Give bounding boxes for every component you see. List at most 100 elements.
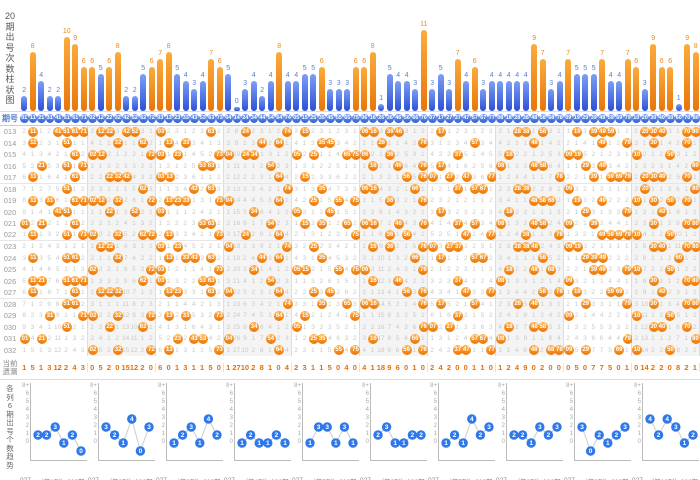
grid-group-3: 2 13 3 3 4 1 1 73 — [156, 229, 225, 240]
miss-count-cell: 4 — [284, 288, 289, 296]
grid-group-5: 1 15 2 35 1 2 65 2 — [292, 218, 360, 230]
miss-count-cell: 3 — [183, 288, 188, 296]
miss-count-cell: 4 — [294, 312, 298, 320]
miss-count-cell: 2 — [608, 312, 612, 320]
miss-count-cell: 1 — [319, 151, 324, 159]
miss-count-cell: 10 — [130, 323, 138, 331]
miss-count-cell: 2 — [216, 220, 221, 228]
period-label: 015 — [3, 150, 17, 160]
miss-count-cell: 3 — [302, 254, 307, 262]
frequency-bar — [310, 74, 317, 111]
trend-point-ball — [679, 438, 690, 448]
miss-count-cell: 1 — [166, 185, 171, 193]
drawn-number-ball: 75 — [350, 229, 361, 240]
trend-panel-x-label: 027期（第1列）032期 — [20, 475, 88, 480]
omission-value: 0 — [616, 363, 621, 372]
drawn-number-ball: 01 — [20, 333, 30, 344]
bar-value-label: 2 — [124, 87, 129, 95]
miss-count-cell: 4 — [608, 277, 612, 285]
grid-row-period-018: 018 7 1 2 7 5 51 1 2 3 3 1 1 1 5 62 3 1 1 3 4 43 2 63 3 3 13 3 3 4 2 1 7… — [0, 183, 700, 195]
miss-count-cell: 3 — [55, 243, 60, 251]
miss-count-cell: 3 — [404, 266, 408, 274]
miss-count-cell: 4 — [55, 254, 60, 262]
miss-count-cell: 1 — [64, 288, 68, 296]
grid-group-9: 1 19 3 2 49 2 2 2 — [564, 195, 632, 207]
miss-count-cell: 4 — [498, 266, 502, 274]
miss-count-cell: 4 — [183, 300, 188, 308]
trend-point-ball — [467, 414, 477, 424]
miss-count-cell: 5 — [599, 323, 604, 331]
trend-y-axis: 8+ 6 5 4 3 2 1 0 — [498, 383, 505, 445]
drawn-number-ball: 48 — [529, 241, 540, 252]
miss-count-cell: 2 — [447, 197, 451, 205]
drawn-number-ball: 58 — [537, 322, 548, 333]
drawn-number-ball: 64 — [274, 229, 285, 240]
drawn-number-ball: 72 — [146, 195, 157, 206]
bar-slot: 8 — [165, 0, 174, 111]
grid-group-1: 01 2 21 2 1 1 61 2 — [20, 218, 88, 230]
miss-count-cell: 2 — [455, 173, 460, 181]
miss-count-cell: 5 — [158, 335, 162, 343]
drawn-number-ball: 37 — [452, 218, 463, 229]
drawn-number-ball: 04 — [224, 241, 234, 252]
drawn-number-ball: 71 — [78, 126, 89, 137]
drawn-number-ball: 74 — [282, 184, 293, 195]
drawn-number-ball: 70 — [682, 138, 693, 149]
miss-count-cell: 2 — [302, 151, 307, 159]
miss-count-cell: 2 — [30, 162, 35, 170]
miss-count-cell: 2 — [208, 151, 213, 159]
miss-count-cell: 1 — [216, 162, 221, 170]
frequency-bar — [89, 66, 96, 111]
miss-count-cell: 3 — [200, 312, 204, 320]
drawn-number-ball: 02 — [88, 149, 98, 160]
drawn-number-ball: 24 — [240, 126, 251, 137]
miss-count-cell: 1 — [362, 197, 366, 205]
miss-count-cell: 3 — [430, 277, 434, 285]
miss-count-cell: 2 — [149, 173, 153, 181]
drawn-number-ball: 49 — [597, 229, 607, 240]
miss-count-cell: 6 — [523, 312, 528, 320]
miss-count-cell: 2 — [166, 220, 171, 228]
miss-count-cell: 4 — [191, 300, 196, 308]
grid-group-10: 3 10 30 1 3 4 70 80 — [632, 298, 700, 310]
miss-count-cell: 4 — [251, 312, 256, 320]
grid-group-10: 2 9 1 40 2 3 1 1 — [632, 287, 700, 298]
miss-count-cell: 1 — [362, 139, 366, 147]
bar-value-label: 7 — [625, 50, 630, 58]
miss-count-cell: 1 — [64, 335, 68, 343]
miss-count-cell: 2 — [191, 277, 196, 285]
grid-group-6: 3 1 10 1 3 2 66 1 — [360, 252, 428, 264]
miss-count-cell: 2 — [294, 288, 298, 296]
header-number-ball: 27 — [445, 114, 454, 123]
bar-slot: 5 — [386, 0, 395, 111]
miss-count-cell: 1 — [566, 254, 570, 262]
drawn-number-ball: 71 — [78, 161, 89, 172]
bar-value-label: 4 — [608, 72, 613, 80]
miss-count-cell: 2 — [634, 220, 638, 228]
miss-count-cell: 1 — [420, 151, 425, 159]
header-number-ball: 12 — [96, 114, 105, 123]
miss-count-cell: 4 — [506, 197, 511, 205]
svg-text:1: 1 — [62, 440, 66, 447]
grid-group-2: 4 1 1 32 1 1 62 2 — [88, 137, 156, 149]
miss-count-cell: 2 — [557, 254, 561, 262]
miss-count-cell: 1 — [472, 266, 476, 274]
drawn-number-ball: 04 — [224, 287, 234, 298]
miss-count-cell: 2 — [183, 220, 187, 228]
miss-count-cell: 9 — [47, 300, 51, 308]
svg-text:2: 2 — [215, 432, 219, 439]
miss-count-cell: 2 — [149, 288, 153, 296]
grid-group-8: 4 18 2 7 48 58 5 3 — [496, 321, 564, 333]
drawn-number-ball: 55 — [333, 264, 344, 275]
bar-slot: 3 — [335, 0, 344, 111]
bar-slot: 6 — [318, 0, 327, 111]
miss-count-cell: 2 — [226, 266, 230, 274]
omission-value: 0 — [556, 363, 561, 372]
miss-count-cell: 3 — [557, 208, 561, 216]
omission-value: 1 — [191, 363, 196, 372]
miss-count-cell: 3 — [480, 220, 485, 228]
miss-count-cell: 3 — [123, 162, 128, 170]
grid-group-2: 02 12 2 1 2 2 1 72 — [88, 149, 157, 161]
header-number-ball: 77 — [487, 114, 496, 123]
miss-count-cell: 2 — [90, 254, 94, 262]
